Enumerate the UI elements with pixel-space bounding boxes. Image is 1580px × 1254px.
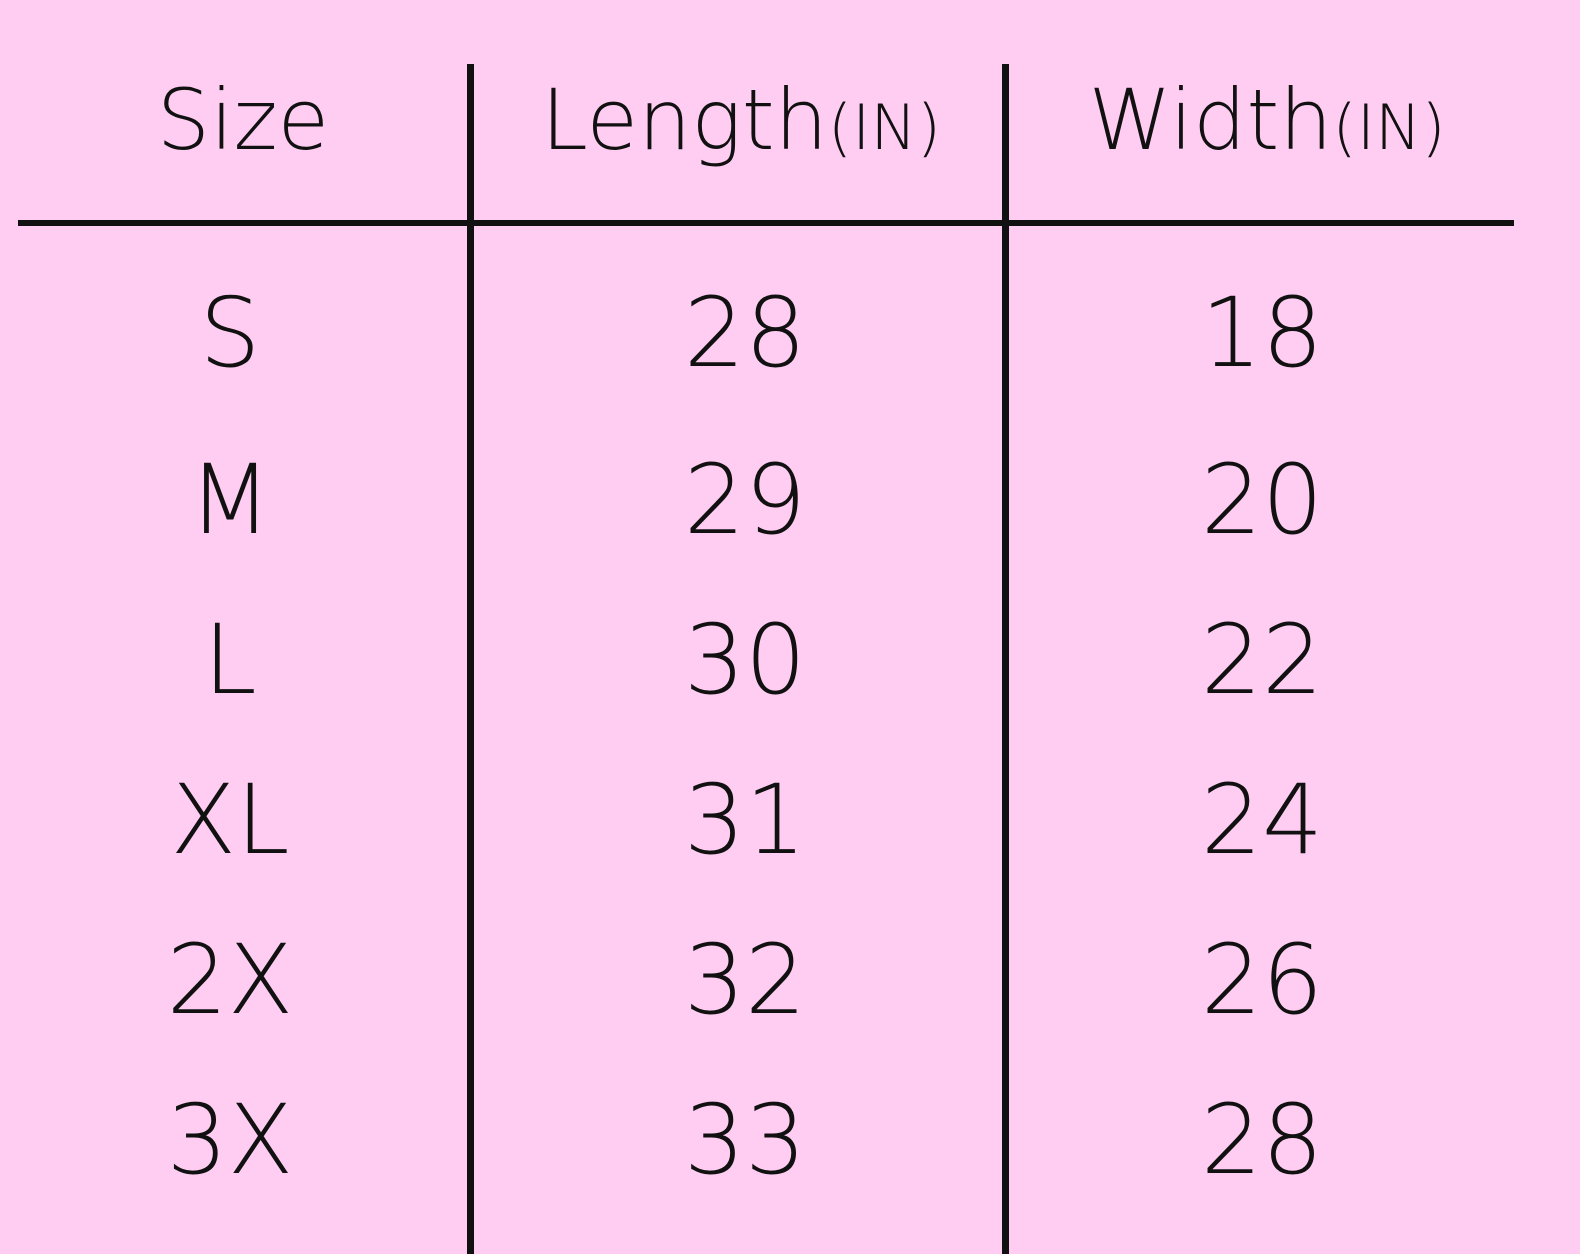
- cell-width: 26: [1200, 924, 1324, 1036]
- header-length: Length(IN): [477, 70, 1005, 170]
- header-length-unit: (IN): [827, 91, 941, 164]
- cell-length: 29: [683, 444, 807, 556]
- cell-length: 31: [683, 764, 807, 876]
- cell-size: 3X: [166, 1084, 294, 1196]
- header-length-label: Length: [541, 71, 828, 169]
- column-divider-1: [467, 64, 474, 1254]
- header-size-label: Size: [156, 71, 330, 169]
- cell-width: 24: [1200, 764, 1324, 876]
- cell-size: M: [188, 444, 272, 556]
- cell-width: 20: [1200, 444, 1324, 556]
- cell-size: XL: [170, 764, 290, 876]
- cell-width: 22: [1200, 604, 1324, 716]
- cell-length: 28: [683, 277, 807, 389]
- header-width-unit: (IN): [1332, 91, 1446, 164]
- cell-width: 28: [1200, 1084, 1324, 1196]
- header-width: Width(IN): [1012, 70, 1522, 170]
- cell-length: 33: [683, 1084, 807, 1196]
- cell-size: S: [199, 277, 261, 389]
- header-size: Size: [18, 70, 468, 170]
- cell-size: 2X: [166, 924, 294, 1036]
- header-width-label: Width: [1088, 71, 1333, 169]
- cell-width: 18: [1200, 277, 1324, 389]
- cell-length: 30: [683, 604, 807, 716]
- column-divider-2: [1002, 64, 1009, 1254]
- header-divider: [18, 220, 1514, 226]
- cell-size: L: [203, 604, 257, 716]
- cell-length: 32: [683, 924, 807, 1036]
